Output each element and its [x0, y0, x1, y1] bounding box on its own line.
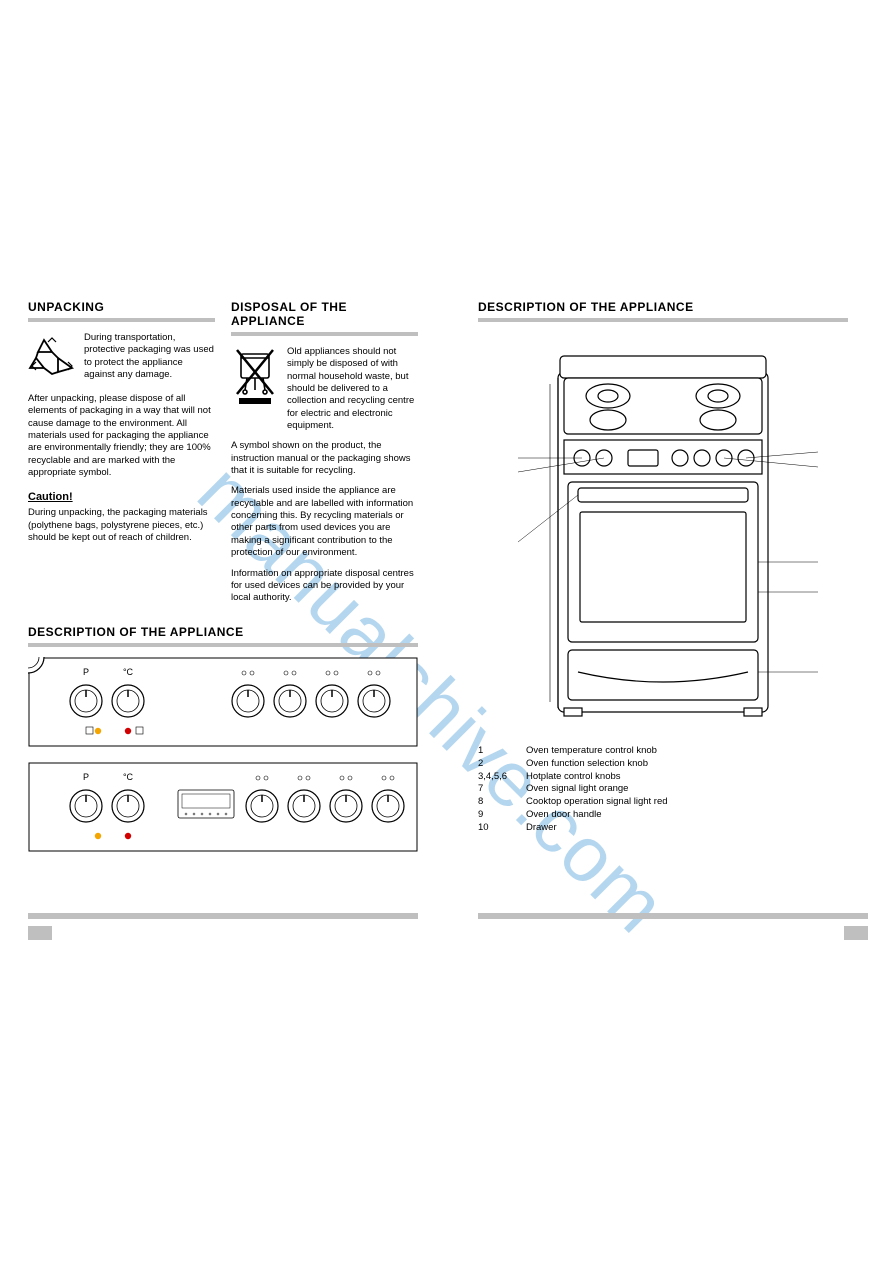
heading-rule: [28, 643, 418, 647]
legend-row: 2Oven function selection knob: [478, 758, 848, 771]
heading-rule: [231, 332, 418, 336]
page-corner-left: [28, 926, 52, 940]
disposal-p1: A symbol shown on the product, the instr…: [231, 440, 418, 477]
disposal-heading: DISPOSAL OF THE APPLIANCE: [231, 300, 418, 328]
svg-text:P: P: [83, 667, 89, 677]
unpacking-intro: During transportation, protective packag…: [84, 332, 215, 385]
description-heading-left: DESCRIPTION OF THE APPLIANCE: [28, 625, 418, 639]
legend-list: 1Oven temperature control knob 2Oven fun…: [478, 745, 848, 835]
legend-row: 8Cooktop operation signal light red: [478, 796, 848, 809]
legend-row: 7Oven signal light orange: [478, 783, 848, 796]
disposal-section: DISPOSAL OF THE APPLIANCE: [231, 300, 418, 605]
svg-text:°C: °C: [123, 667, 134, 677]
heading-rule: [28, 318, 215, 322]
bottom-rule-left: [28, 913, 418, 919]
unpacking-section: UNPACKING: [28, 300, 215, 605]
legend-row: 9Oven door handle: [478, 809, 848, 822]
control-panel-diagram-2: P °C: [28, 762, 418, 852]
caution-heading: Caution!: [28, 491, 215, 503]
legend-row: 1Oven temperature control knob: [478, 745, 848, 758]
right-page: DESCRIPTION OF THE APPLIANCE: [478, 300, 848, 867]
unpacking-heading: UNPACKING: [28, 300, 215, 314]
recycle-icon: [28, 332, 76, 385]
disposal-intro: Old appliances should not simply be disp…: [287, 346, 418, 432]
left-page: UNPACKING: [28, 300, 418, 867]
weee-icon: [231, 346, 279, 432]
control-panel-diagram-1: P °C: [28, 657, 418, 747]
caution-body: During unpacking, the packaging material…: [28, 507, 215, 544]
page-content: UNPACKING: [28, 300, 868, 867]
bottom-rule-right: [478, 913, 868, 919]
heading-rule: [478, 318, 848, 322]
legend-row: 3,4,5,6Hotplate control knobs: [478, 771, 848, 784]
appliance-diagram: [478, 332, 848, 732]
disposal-p2: Materials used inside the appliance are …: [231, 485, 418, 559]
disposal-p3: Information on appropriate disposal cent…: [231, 568, 418, 605]
svg-text:°C: °C: [123, 772, 134, 782]
unpacking-body: After unpacking, please dispose of all e…: [28, 393, 215, 479]
legend-row: 10Drawer: [478, 822, 848, 835]
svg-text:P: P: [83, 772, 89, 782]
page-corner-right: [844, 926, 868, 940]
description-heading-right: DESCRIPTION OF THE APPLIANCE: [478, 300, 848, 314]
